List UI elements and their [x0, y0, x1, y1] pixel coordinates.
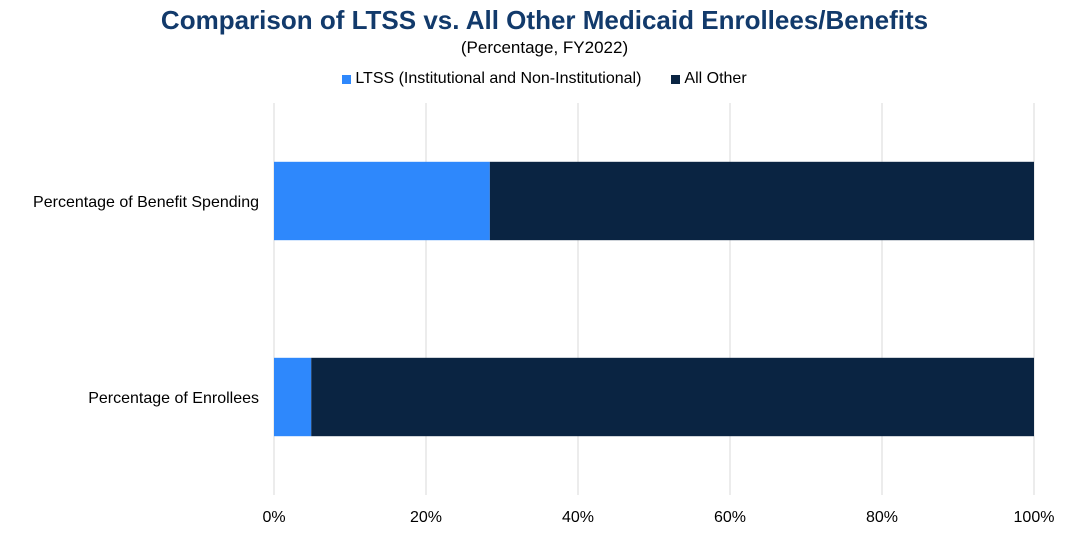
chart-subtitle: (Percentage, FY2022)	[460, 38, 629, 57]
x-tick-label: 60%	[714, 509, 746, 526]
legend: LTSS (Institutional and Non-Institutiona…	[0, 70, 1089, 88]
category-label: Percentage of Enrollees	[88, 390, 259, 407]
x-tick-label: 0%	[262, 509, 285, 526]
bar-segment-all-other	[489, 161, 1035, 241]
bar-segment-ltss	[274, 161, 490, 241]
legend-label-ltss: LTSS (Institutional and Non-Institutiona…	[355, 70, 642, 87]
legend-swatch-all-other	[671, 74, 681, 84]
x-tick-label: 100%	[1014, 509, 1055, 526]
legend-label-all-other: All Other	[684, 70, 747, 87]
bar-segment-ltss	[274, 357, 312, 437]
legend-swatch-ltss	[342, 74, 352, 84]
x-tick-label: 80%	[866, 509, 898, 526]
legend-item-ltss: LTSS (Institutional and Non-Institutiona…	[342, 70, 641, 88]
x-tick-label: 40%	[562, 509, 594, 526]
bar-segment-all-other	[311, 357, 1034, 437]
x-tick-label: 20%	[410, 509, 442, 526]
legend-item-all-other: All Other	[671, 70, 747, 88]
category-label: Percentage of Benefit Spending	[33, 194, 259, 211]
chart-title: Comparison of LTSS vs. All Other Medicai…	[160, 5, 929, 35]
